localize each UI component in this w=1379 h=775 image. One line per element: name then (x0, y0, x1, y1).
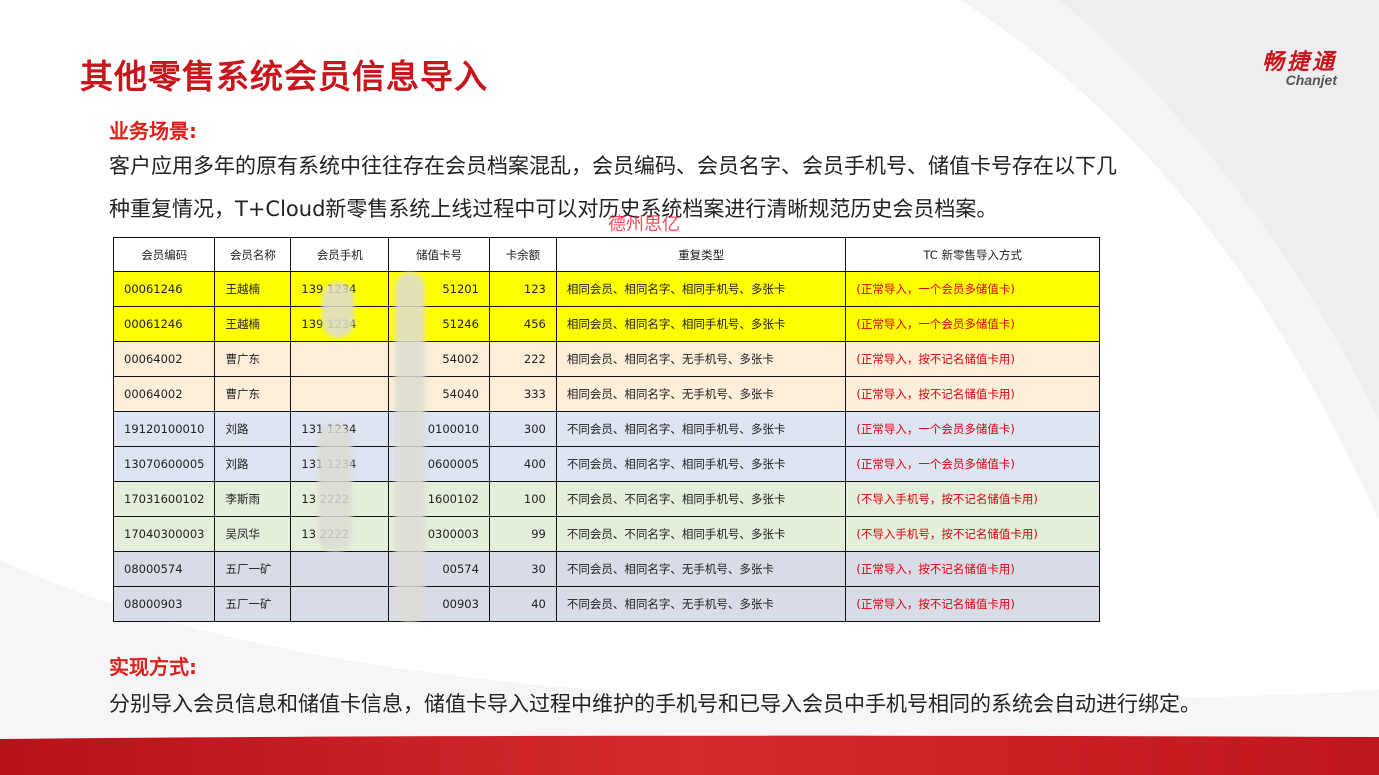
cell-import-method: (正常导入，按不记名储值卡用) (845, 551, 1100, 587)
cell-member-code: 13070600005 (112, 446, 216, 482)
cell-member-phone (290, 341, 390, 377)
cell-card-balance: 123 (488, 271, 557, 307)
header-import-method: TC 新零售导入方式 (845, 237, 1100, 272)
cell-member-code: 19120100010 (112, 411, 216, 447)
implementation-text: 分别导入会员信息和储值卡信息，储值卡导入过程中维护的手机号和已导入会员中手机号相… (109, 692, 1201, 716)
table-row: 08000574 五厂一矿 00574 30 不同会员、相同名字、无手机号、多张卡 (正常… (112, 551, 1100, 587)
cell-member-phone (290, 586, 390, 622)
cell-duplicate-type: 不同会员、相同名字、无手机号、多张卡 (555, 586, 847, 622)
cell-import-method: (正常导入，一个会员多储值卡) (845, 411, 1100, 447)
cell-import-method: (不导入手机号，按不记名储值卡用) (845, 516, 1100, 552)
privacy-blur-phone-1 (322, 282, 354, 338)
privacy-blur-phone-2 (318, 424, 352, 552)
cell-card-balance: 40 (488, 586, 557, 622)
cell-card-balance: 300 (488, 411, 557, 447)
cell-card-balance: 456 (488, 306, 557, 342)
cell-member-code: 00064002 (112, 341, 216, 377)
cell-import-method: (正常导入，一个会员多储值卡) (845, 271, 1100, 307)
header-member-phone: 会员手机 (290, 237, 390, 272)
cell-member-code: 08000574 (112, 551, 216, 587)
cell-member-name: 曹广东 (214, 341, 292, 377)
header-member-name: 会员名称 (214, 237, 292, 272)
cell-duplicate-type: 相同会员、相同名字、相同手机号、多张卡 (555, 306, 847, 342)
header-member-code: 会员编码 (112, 237, 216, 272)
bottom-red-band (0, 735, 1379, 775)
cell-import-method: (正常导入，一个会员多储值卡) (845, 306, 1100, 342)
table-header-row: 会员编码 会员名称 会员手机 储值卡号 卡余额 重复类型 TC 新零售导入方式 (112, 237, 1100, 272)
cell-import-method: (正常导入，按不记名储值卡用) (845, 341, 1100, 377)
cell-member-code: 17040300003 (112, 516, 216, 552)
cell-member-name: 曹广东 (214, 376, 292, 412)
cell-import-method: (正常导入，一个会员多储值卡) (845, 446, 1100, 482)
member-table: 会员编码 会员名称 会员手机 储值卡号 卡余额 重复类型 TC 新零售导入方式 … (112, 237, 1100, 622)
cell-import-method: (正常导入，按不记名储值卡用) (845, 376, 1100, 412)
cell-member-name: 刘路 (214, 411, 292, 447)
cell-duplicate-type: 相同会员、相同名字、无手机号、多张卡 (555, 341, 847, 377)
cell-member-code: 00061246 (112, 271, 216, 307)
scenario-label: 业务场景: (109, 119, 197, 143)
watermark-text: 德州思亿 (608, 214, 680, 235)
cell-member-code: 17031600102 (112, 481, 216, 517)
cell-member-name: 王越楠 (214, 306, 292, 342)
cell-member-code: 00061246 (112, 306, 216, 342)
table-row: 08000903 五厂一矿 00903 40 不同会员、相同名字、无手机号、多张卡 (正常… (112, 586, 1100, 622)
cell-member-name: 王越楠 (214, 271, 292, 307)
table-row: 00064002 曹广东 54002 222 相同会员、相同名字、无手机号、多张卡 (正常… (112, 341, 1100, 377)
cell-member-name: 吴凤华 (214, 516, 292, 552)
logo-chinese: 畅捷通 (1261, 50, 1337, 75)
cell-duplicate-type: 不同会员、相同名字、相同手机号、多张卡 (555, 411, 847, 447)
privacy-blur-card (395, 272, 425, 622)
cell-duplicate-type: 不同会员、相同名字、无手机号、多张卡 (555, 551, 847, 587)
header-duplicate-type: 重复类型 (555, 237, 847, 272)
logo-english: Chanjet (1285, 72, 1337, 88)
scenario-line-2: 种重复情况，T+Cloud新零售系统上线过程中可以对历史系统档案进行清晰规范历史… (109, 197, 998, 221)
cell-member-name: 李斯雨 (214, 481, 292, 517)
cell-duplicate-type: 不同会员、不同名字、相同手机号、多张卡 (555, 481, 847, 517)
cell-member-name: 五厂一矿 (214, 551, 292, 587)
cell-member-code: 00064002 (112, 376, 216, 412)
cell-member-name: 五厂一矿 (214, 586, 292, 622)
cell-duplicate-type: 不同会员、不同名字、相同手机号、多张卡 (555, 516, 847, 552)
header-card-number: 储值卡号 (388, 237, 490, 272)
cell-member-code: 08000903 (112, 586, 216, 622)
cell-import-method: (正常导入，按不记名储值卡用) (845, 586, 1100, 622)
brand-logo: 畅捷通 Chanjet (1262, 44, 1337, 88)
cell-duplicate-type: 相同会员、相同名字、相同手机号、多张卡 (555, 271, 847, 307)
cell-member-phone (290, 376, 390, 412)
implementation-label: 实现方式: (109, 655, 197, 679)
table-row: 00064002 曹广东 54040 333 相同会员、相同名字、无手机号、多张卡 (正常… (112, 376, 1100, 412)
scenario-line-1: 客户应用多年的原有系统中往往存在会员档案混乱，会员编码、会员名字、会员手机号、储… (109, 154, 1117, 178)
header-card-balance: 卡余额 (488, 237, 557, 272)
cell-card-balance: 99 (488, 516, 557, 552)
cell-card-balance: 333 (488, 376, 557, 412)
cell-duplicate-type: 相同会员、相同名字、无手机号、多张卡 (555, 376, 847, 412)
cell-card-balance: 400 (488, 446, 557, 482)
cell-duplicate-type: 不同会员、相同名字、相同手机号、多张卡 (555, 446, 847, 482)
cell-member-name: 刘路 (214, 446, 292, 482)
cell-import-method: (不导入手机号，按不记名储值卡用) (845, 481, 1100, 517)
cell-card-balance: 222 (488, 341, 557, 377)
cell-member-phone (290, 551, 390, 587)
cell-card-balance: 30 (488, 551, 557, 587)
cell-card-balance: 100 (488, 481, 557, 517)
page-title: 其他零售系统会员信息导入 (80, 57, 488, 96)
